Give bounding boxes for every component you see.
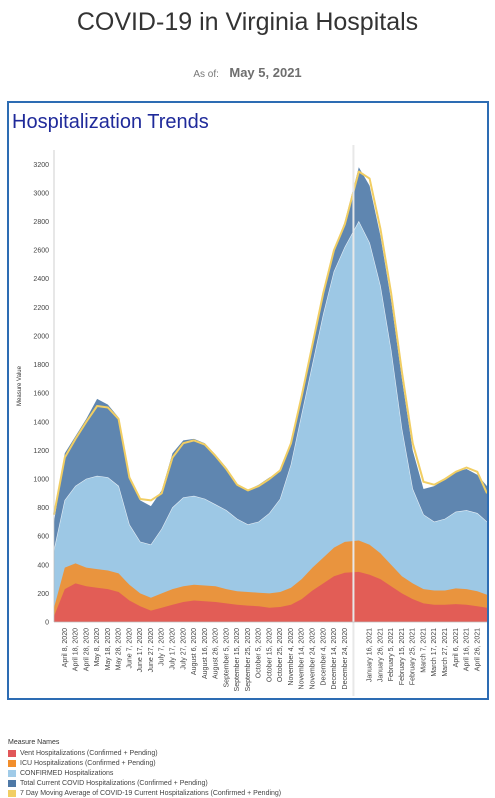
x-tick-label: July 17, 2020 [170,628,177,670]
y-tick-label: 1200 [33,448,49,455]
legend-item[interactable]: ICU Hospitalizations (Confirmed + Pendin… [8,758,281,768]
y-tick-label: 0 [45,620,49,627]
x-tick-label: January 16, 2021 [367,628,374,682]
legend: Measure Names Vent Hospitalizations (Con… [8,739,281,798]
x-tick-label: September 5, 2020 [223,628,230,688]
x-tick-label: March 7, 2021 [421,628,428,673]
x-tick-label: March 17, 2021 [431,628,438,677]
x-tick-label: January 26, 2021 [377,628,384,682]
x-tick-label: June 17, 2020 [137,628,144,672]
legend-title: Measure Names [8,739,60,746]
y-tick-label: 2200 [33,305,49,312]
y-tick-label: 800 [37,505,49,512]
x-tick-label: September 15, 2020 [234,628,241,692]
x-tick-label: June 27, 2020 [148,628,155,672]
as-of-label: As of: [193,69,219,80]
y-tick-label: 3200 [33,162,49,169]
legend-label: ICU Hospitalizations (Confirmed + Pendin… [20,759,156,767]
legend-item[interactable]: Vent Hospitalizations (Confirmed + Pendi… [8,748,281,758]
legend-item[interactable]: 7 Day Moving Average of COVID-19 Current… [8,788,281,798]
hospitalization-chart[interactable]: 0 200 400 600 800 1000 1200 1400 1600 1800 2000 220… [9,140,487,698]
y-tick-label: 2400 [33,276,49,283]
as-of-date: As of: May 5, 2021 [0,64,495,82]
x-tick-label: February 5, 2021 [388,628,395,681]
x-tick-label: May 8, 2020 [94,628,101,667]
y-tick-label: 2800 [33,219,49,226]
x-tick-label: April 18, 2020 [73,628,80,671]
moving-average-line [53,170,487,515]
legend-label: Total Current COVID Hospitalizations (Co… [20,779,208,787]
x-tick-label: May 28, 2020 [116,628,123,671]
x-tick-label: October 25, 2020 [277,628,284,682]
x-tick-label: July 27, 2020 [180,628,187,670]
x-tick-label: April 6, 2021 [453,628,460,667]
x-tick-label: April 8, 2020 [62,628,69,667]
x-tick-label: December 4, 2020 [320,628,327,686]
y-tick-label: 200 [37,591,49,598]
x-tick-label: November 4, 2020 [288,628,295,686]
x-tick-label: September 25, 2020 [245,628,252,692]
y-tick-label: 400 [37,562,49,569]
legend-item[interactable]: CONFIRMED Hospitalizations [8,768,281,778]
x-tick-label: February 25, 2021 [410,628,417,685]
x-tick-label: May 18, 2020 [105,628,112,671]
y-tick-label: 1000 [33,476,49,483]
x-tick-label: April 26, 2021 [474,628,481,671]
area-series-2 [54,221,487,622]
y-tick-label: 2600 [33,248,49,255]
x-tick-label: October 15, 2020 [266,628,273,682]
as-of-value: May 5, 2021 [229,65,302,80]
legend-swatch [8,749,16,757]
x-tick-label: November 24, 2020 [310,628,317,690]
area-series-0 [54,571,487,622]
legend-label: 7 Day Moving Average of COVID-19 Current… [20,789,282,797]
y-axis: 0 200 400 600 800 1000 1200 1400 1600 1800 2000 220… [17,150,55,627]
chart-title: Hospitalization Trends [12,111,209,133]
legend-swatch [8,769,16,777]
y-tick-label: 1800 [33,362,49,369]
x-tick-label: July 7, 2020 [159,628,166,666]
legend-swatch [8,759,16,767]
legend-swatch [8,779,16,787]
x-tick-label: February 15, 2021 [399,628,406,685]
y-tick-label: 1400 [33,419,49,426]
legend-swatch [8,789,16,797]
x-tick-label: October 5, 2020 [256,628,263,678]
page-title: COVID-19 in Virginia Hospitals [76,8,419,36]
x-tick-label: April 16, 2021 [464,628,471,671]
x-tick-label: August 16, 2020 [202,628,209,679]
x-tick-label: June 7, 2020 [126,628,133,669]
legend-label: Vent Hospitalizations (Confirmed + Pendi… [20,749,158,757]
x-tick-label: December 24, 2020 [342,628,349,690]
confirmed-edge-line [53,220,487,551]
legend-item[interactable]: Total Current COVID Hospitalizations (Co… [8,778,281,788]
y-tick-label: 3000 [33,190,49,197]
y-tick-label: 600 [37,534,49,541]
x-tick-label: December 14, 2020 [331,628,338,690]
y-axis-title: Measure Value [17,365,23,406]
chart-areas [53,145,487,696]
x-axis: April 8, 2020 April 18, 2020 April 28, 202… [54,621,487,692]
x-tick-label: March 27, 2021 [442,628,449,677]
y-tick-label: 2000 [33,333,49,340]
x-tick-label: April 28, 2020 [83,628,90,671]
legend-label: CONFIRMED Hospitalizations [20,769,114,777]
x-tick-label: August 6, 2020 [191,628,198,675]
x-tick-label: August 26, 2020 [213,628,220,679]
y-tick-label: 1600 [33,391,49,398]
x-tick-label: November 14, 2020 [299,628,306,690]
